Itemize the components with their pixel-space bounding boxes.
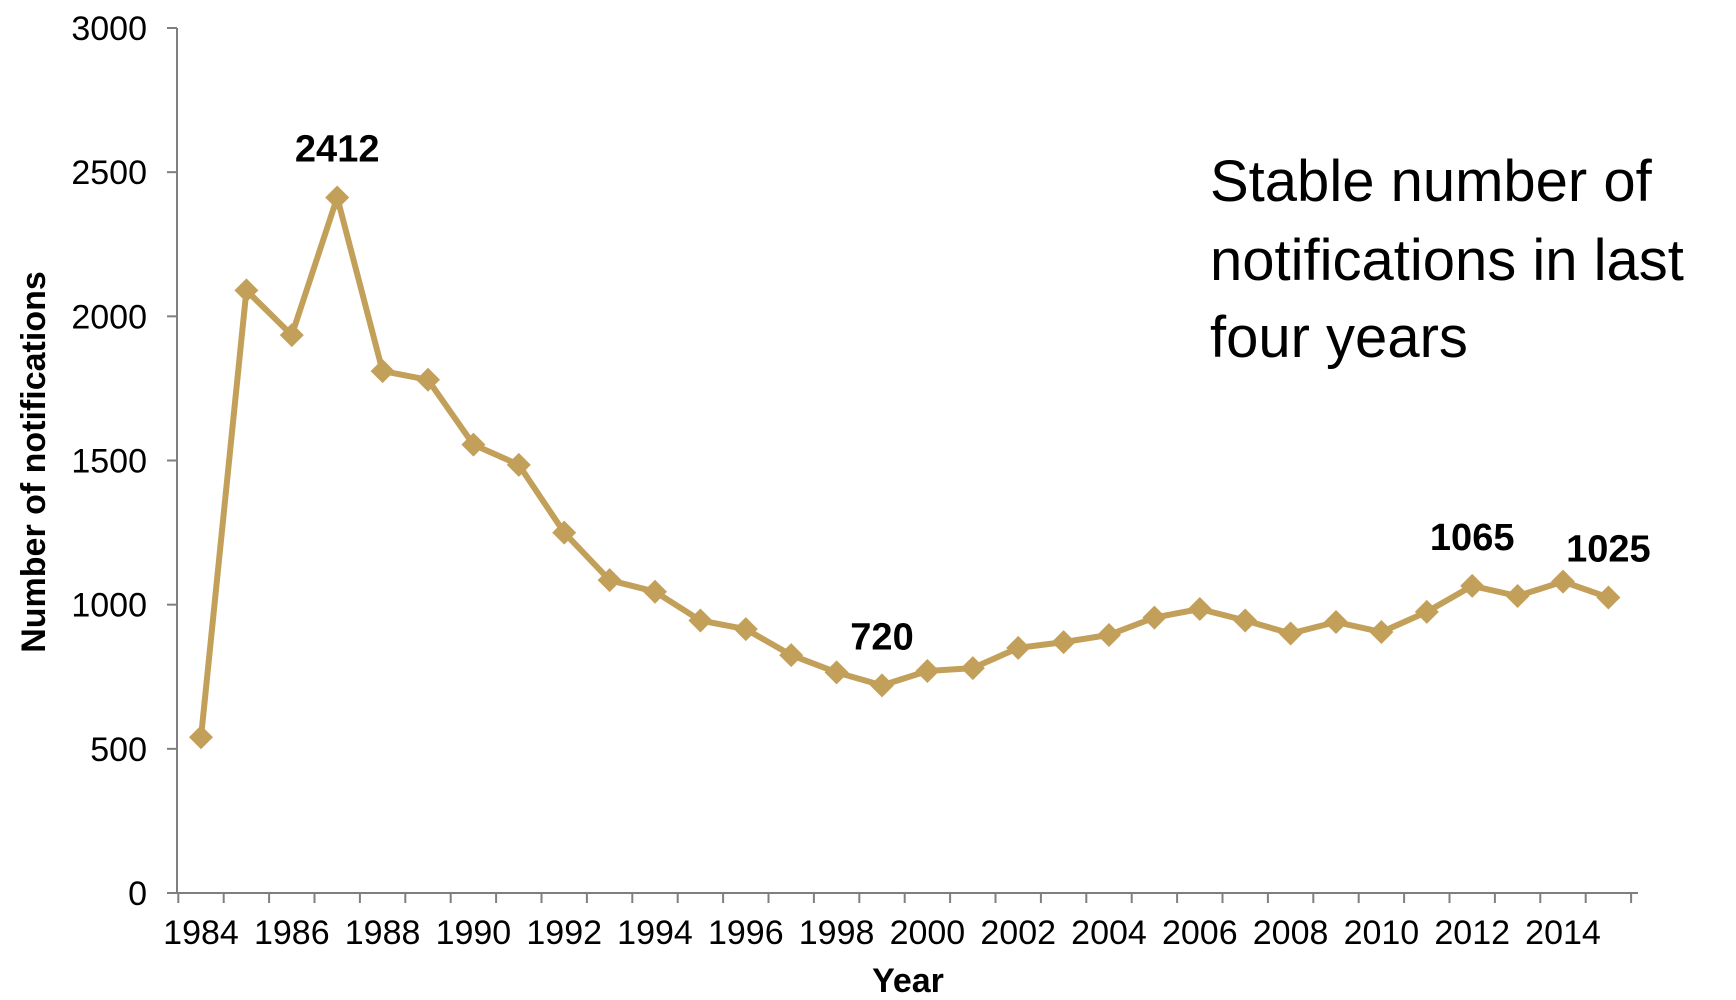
- data-point: [325, 185, 350, 210]
- data-point: [416, 367, 440, 392]
- data-point: [279, 323, 304, 348]
- data-point: [1369, 620, 1394, 645]
- x-tick-label: 2006: [1162, 914, 1238, 952]
- data-point: [779, 643, 804, 668]
- x-tick-label: 2014: [1525, 914, 1601, 952]
- y-tick-label: 2500: [71, 154, 147, 192]
- annotation-line: notifications in last: [1210, 228, 1684, 293]
- annotation-line: Stable number of: [1210, 149, 1653, 214]
- data-point: [189, 725, 213, 750]
- data-point: [960, 656, 985, 681]
- data-label: 1025: [1566, 528, 1651, 570]
- annotation-text: Stable number of notifications in last f…: [1210, 149, 1684, 370]
- data-label: 720: [850, 616, 913, 658]
- y-tick-label: 1000: [71, 587, 147, 625]
- data-point: [1414, 599, 1439, 624]
- data-point: [1187, 596, 1212, 621]
- y-axis-title: Number of notifications: [15, 271, 53, 653]
- data-point: [552, 520, 577, 545]
- x-tick-label: 1988: [345, 914, 421, 952]
- y-tick-label: 2000: [71, 298, 147, 336]
- data-point: [870, 673, 894, 698]
- data-point: [597, 568, 622, 593]
- data-point: [1278, 621, 1303, 646]
- x-tick-label: 1986: [254, 914, 330, 952]
- data-point: [1097, 622, 1121, 647]
- x-tick-label: 2012: [1434, 914, 1510, 952]
- data-point: [1505, 584, 1530, 609]
- data-labels: 2412 720 1065 1025: [295, 129, 1651, 659]
- x-tick-label: 2004: [1071, 914, 1147, 952]
- x-tick-label: 2002: [980, 914, 1056, 952]
- chart-axes: 0 500 1000 1500 2000 2500 3000 1984 1986 1988 1990…: [71, 10, 1638, 952]
- y-tick-label: 1500: [71, 443, 147, 481]
- data-point: [1233, 608, 1258, 633]
- data-point: [461, 432, 486, 457]
- data-point: [824, 660, 849, 685]
- x-tick-label: 1994: [617, 914, 693, 952]
- x-tick-label: 2008: [1253, 914, 1329, 952]
- data-point: [234, 278, 259, 303]
- data-point: [1551, 569, 1575, 594]
- data-point: [506, 452, 531, 477]
- data-point: [733, 617, 758, 642]
- data-point: [1142, 605, 1167, 630]
- data-point: [1324, 609, 1348, 634]
- data-point: [643, 579, 667, 604]
- x-tick-label: 1984: [163, 914, 239, 952]
- y-tick-label: 500: [90, 731, 147, 769]
- x-tick-label: 1990: [436, 914, 512, 952]
- data-point: [1596, 585, 1621, 610]
- y-tick-label: 3000: [71, 10, 147, 48]
- data-point: [688, 608, 713, 633]
- data-point: [1051, 630, 1076, 655]
- data-point: [915, 658, 940, 683]
- x-tick-label: 2010: [1344, 914, 1420, 952]
- x-tick-label: 1998: [799, 914, 875, 952]
- x-tick-label: 2000: [890, 914, 966, 952]
- annotation-line: four years: [1210, 305, 1468, 370]
- y-tick-label: 0: [128, 875, 147, 913]
- data-label: 2412: [295, 129, 380, 171]
- x-tick-label: 1992: [526, 914, 602, 952]
- x-axis-title: Year: [872, 962, 944, 1000]
- data-label: 1065: [1430, 517, 1515, 559]
- plot-area: [189, 185, 1621, 750]
- data-point: [370, 359, 395, 384]
- data-point: [1006, 635, 1031, 660]
- data-point: [1460, 573, 1485, 598]
- x-tick-label: 1996: [708, 914, 784, 952]
